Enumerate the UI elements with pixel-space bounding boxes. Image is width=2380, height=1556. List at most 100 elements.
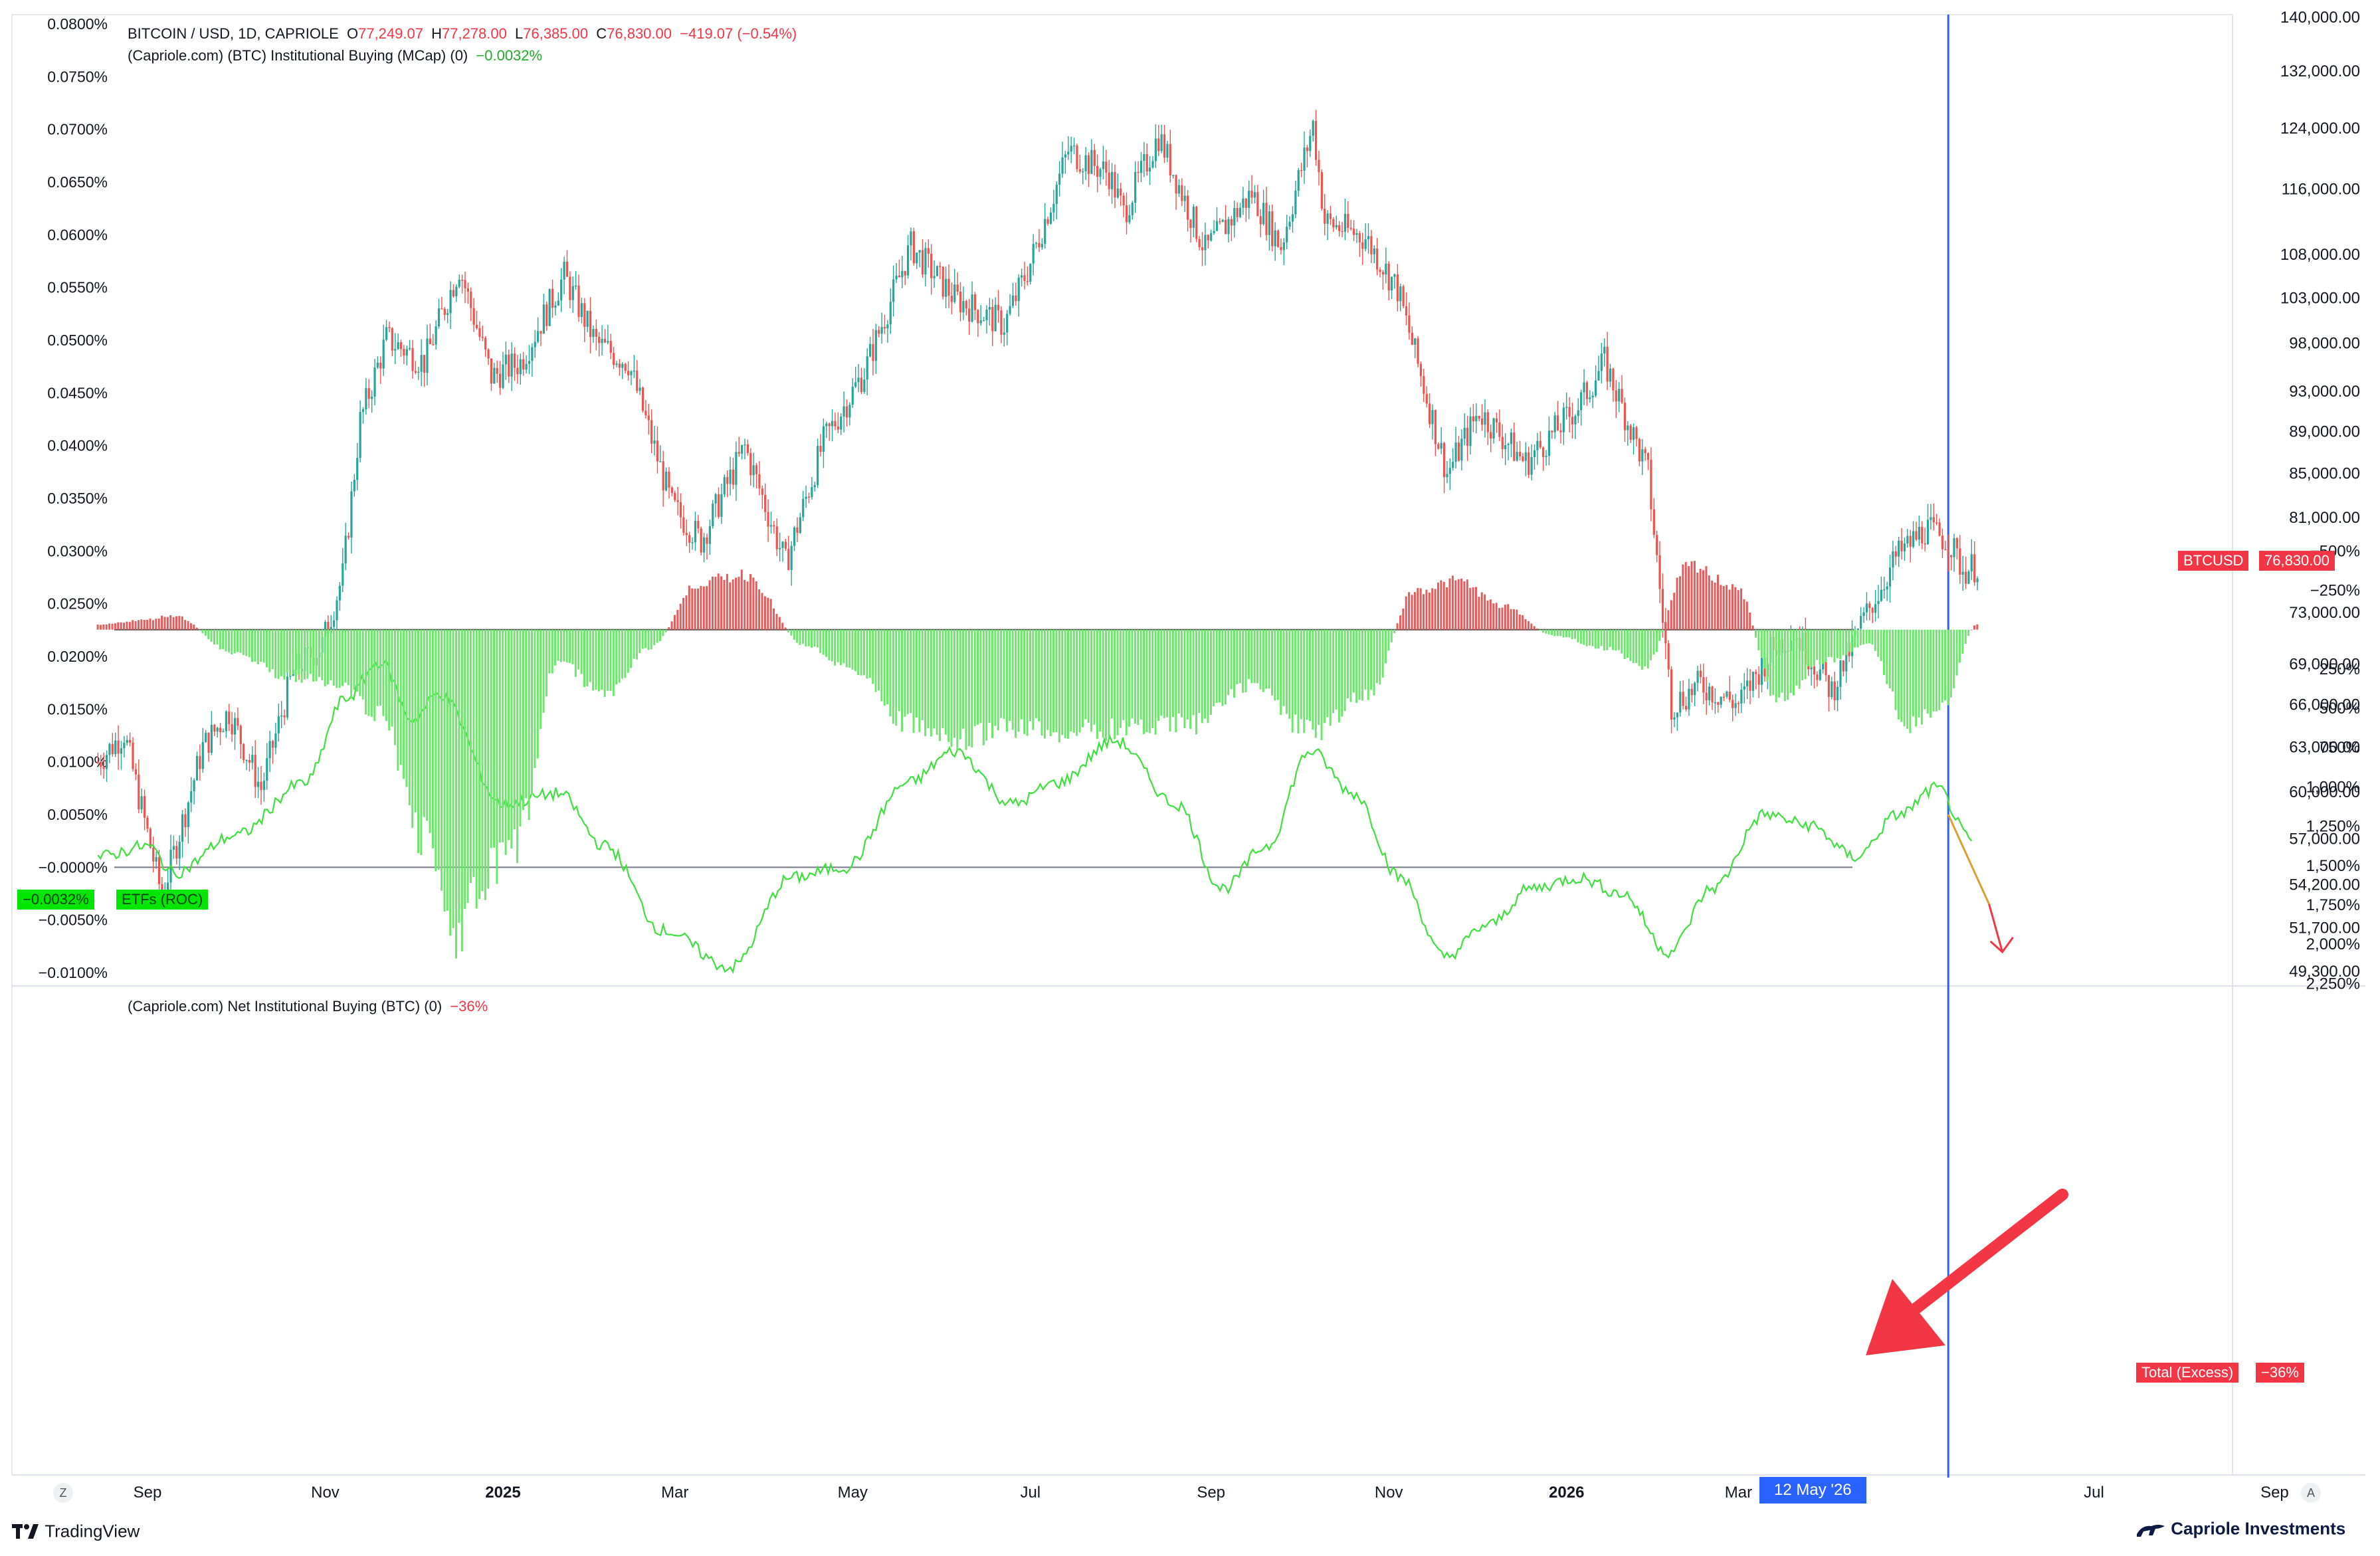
candle-body <box>222 731 225 733</box>
candle-body <box>379 362 382 369</box>
projection-arrow-head <box>1989 936 2014 954</box>
candle-body <box>767 512 769 527</box>
histogram-bar <box>624 629 627 678</box>
histogram-bar <box>1886 629 1888 684</box>
time-axis-tick: 2025 <box>485 1484 520 1502</box>
candle-body <box>662 461 664 491</box>
candle-body <box>1888 567 1892 587</box>
histogram-bar <box>1171 629 1174 718</box>
histogram-bar <box>1110 629 1113 719</box>
candle-body <box>883 327 886 329</box>
histogram-bar <box>1810 629 1813 668</box>
candle-body <box>921 250 924 275</box>
candle-body <box>1661 589 1664 623</box>
candle-body <box>1673 717 1676 720</box>
auto-scale-a-button[interactable]: A <box>2301 1483 2321 1503</box>
histogram-bar <box>1510 609 1512 630</box>
histogram-bar <box>1003 629 1005 720</box>
histogram-bar <box>163 617 166 630</box>
candle-body <box>499 373 502 388</box>
histogram-bar <box>781 623 784 630</box>
price-axis-tick: 60,000.00 <box>2289 783 2360 801</box>
candle-body <box>1641 449 1644 462</box>
candle-body <box>1131 203 1134 215</box>
z-label: Z <box>59 1486 67 1500</box>
histogram-bar <box>1714 582 1716 630</box>
histogram-bar <box>1023 629 1026 734</box>
candle-body <box>437 308 441 327</box>
histogram-bar <box>985 629 988 741</box>
candle-body <box>172 846 175 850</box>
candle-body <box>1644 449 1646 454</box>
roc-axis-tick: 0.0750% <box>47 68 108 85</box>
candle-body <box>1076 145 1078 169</box>
candle-body <box>478 328 481 338</box>
histogram-bar <box>405 629 408 787</box>
candle-body <box>1210 233 1213 241</box>
histogram-bar <box>1894 629 1897 710</box>
tradingview-logo[interactable]: TradingView <box>12 1520 140 1542</box>
histogram-bar <box>1297 629 1300 734</box>
candle-body <box>1108 172 1110 189</box>
candle-body <box>1303 147 1306 171</box>
histogram-bar <box>336 629 338 688</box>
reset-z-button[interactable]: Z <box>53 1483 73 1503</box>
histogram-bar <box>1183 629 1186 729</box>
histogram-bar <box>679 603 682 630</box>
histogram-bar <box>1527 621 1530 630</box>
candle-body <box>210 724 213 753</box>
histogram-bar <box>1617 629 1620 650</box>
histogram-bar <box>1530 623 1533 630</box>
histogram-bar <box>1247 629 1250 680</box>
candle-body <box>143 796 146 818</box>
candle-body <box>758 474 761 489</box>
change-value: −419.07 (−0.54%) <box>680 25 797 42</box>
histogram-bar <box>1781 629 1783 693</box>
candle-body <box>1469 416 1472 446</box>
histogram-bar <box>1880 629 1882 661</box>
candle-body <box>1181 185 1183 201</box>
histogram-bar <box>571 629 574 664</box>
brand-logo: Capriole Investments <box>2135 1517 2345 1539</box>
histogram-bar <box>231 629 233 654</box>
candle-body <box>353 480 355 492</box>
histogram-bar <box>1020 629 1023 720</box>
roc-axis-tick: 0.0200% <box>47 648 108 665</box>
histogram-bar <box>1396 623 1399 630</box>
roc-axis-tick: 0.0300% <box>47 542 108 559</box>
histogram-bar <box>292 629 294 674</box>
candle-body <box>1274 230 1276 246</box>
candle-body <box>1343 213 1347 232</box>
candle-body <box>1816 674 1819 680</box>
histogram-bar <box>268 629 271 672</box>
histogram-bar <box>1903 629 1906 727</box>
candle-body <box>1585 382 1589 399</box>
candle-body <box>1862 612 1865 617</box>
candle-body <box>1926 520 1930 545</box>
candle-body <box>1041 244 1043 248</box>
candle-body <box>627 371 630 375</box>
candle-body <box>283 715 286 718</box>
candle-body <box>983 320 985 322</box>
histogram-bar <box>306 629 309 679</box>
histogram-bar <box>289 629 292 676</box>
histogram-bar <box>1778 629 1781 698</box>
roc-axis-tick: −0.0050% <box>39 912 108 929</box>
histogram-bar <box>1775 629 1777 703</box>
candle-body <box>199 755 201 769</box>
candle-body <box>1440 442 1442 449</box>
candle-body <box>1431 410 1434 425</box>
histogram-bar <box>330 629 332 681</box>
histogram-bar <box>1688 565 1690 630</box>
histogram-bar <box>379 629 382 706</box>
candle-body <box>799 517 801 534</box>
candle-body <box>1160 134 1163 151</box>
candle-body <box>720 494 723 517</box>
histogram-bar <box>1189 629 1192 729</box>
candle-body <box>333 620 336 627</box>
candle-body <box>1429 403 1431 425</box>
candle-body <box>904 270 906 276</box>
histogram-bar <box>175 616 178 630</box>
candle-body <box>831 421 834 427</box>
